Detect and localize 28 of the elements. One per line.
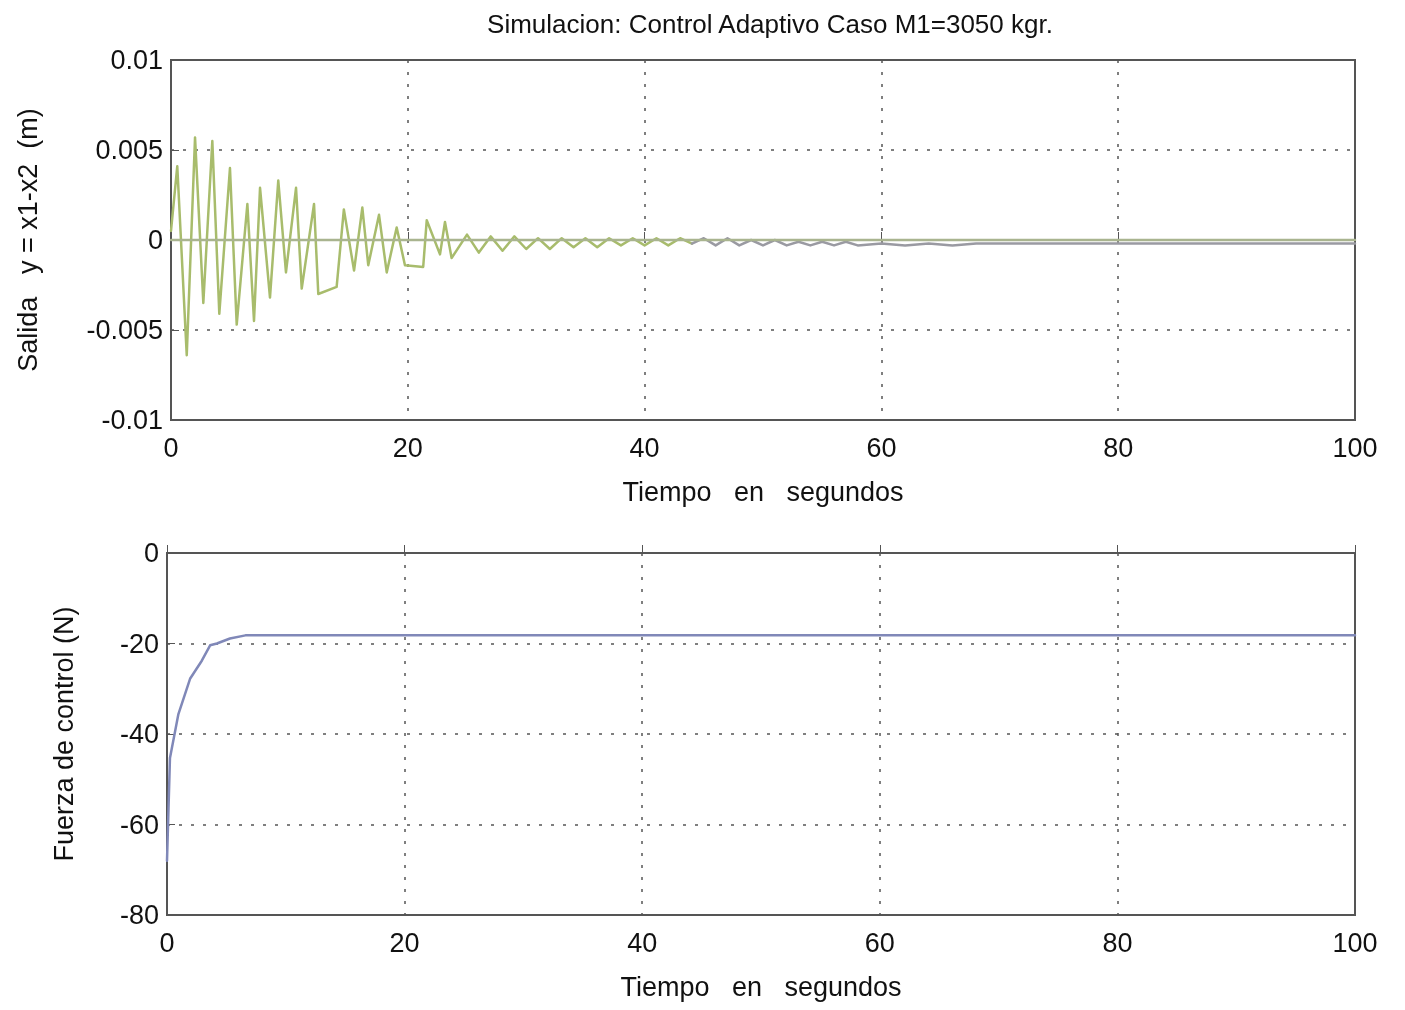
line-series xyxy=(165,634,1357,862)
x-axis-title: Tiempo en segundos xyxy=(622,476,904,507)
x-axis-title: Tiempo en segundos xyxy=(620,971,902,1002)
line-series xyxy=(690,236,1357,247)
y-tick-label: 0.005 xyxy=(95,135,163,165)
y-tick-label: -80 xyxy=(119,900,159,930)
x-tick-label: 20 xyxy=(389,927,420,958)
y-tick-label: 0 xyxy=(143,538,159,568)
x-tick-label: 100 xyxy=(1332,432,1378,463)
x-tick-label: 40 xyxy=(627,927,658,958)
x-tick-label: 80 xyxy=(1103,432,1134,463)
y-tick-label: -60 xyxy=(119,809,159,840)
x-tick-label: 60 xyxy=(866,432,897,463)
y-tick-label: -0.01 xyxy=(101,405,163,435)
chart-title: Simulacion: Control Adaptivo Caso M1=3050 kgr. xyxy=(487,9,1053,39)
y-axis-title: Fuerza de control (N) xyxy=(48,606,79,862)
x-tick-label: 20 xyxy=(392,432,423,463)
y-tick-label: 0 xyxy=(147,225,163,255)
x-tick-label: 80 xyxy=(1102,927,1133,958)
x-tick-label: 100 xyxy=(1332,927,1378,958)
y-tick-label: 0.01 xyxy=(110,45,163,75)
y-tick-label: -0.005 xyxy=(86,315,163,345)
x-tick-label: 60 xyxy=(864,927,895,958)
y-axis-title: Salida y = x1-x2 (m) xyxy=(12,108,43,372)
x-tick-label: 40 xyxy=(629,432,660,463)
line-series xyxy=(169,136,694,357)
y-tick-label: -20 xyxy=(119,628,159,659)
y-tick-label: -40 xyxy=(119,719,159,749)
